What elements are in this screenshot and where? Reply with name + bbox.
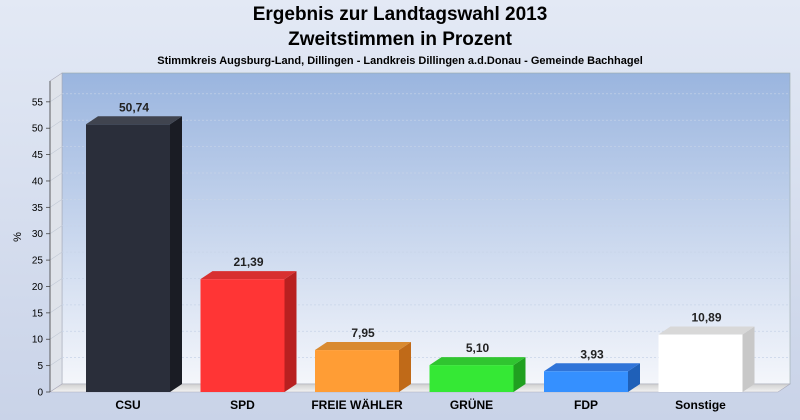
y-tick-label: 25 xyxy=(32,256,44,267)
data-label: 21,39 xyxy=(233,255,263,269)
y-tick-label: 45 xyxy=(32,150,44,161)
data-label: 5,10 xyxy=(466,341,490,355)
bar-top xyxy=(544,363,640,372)
bar-front xyxy=(658,334,743,392)
x-tick-label: GRÜNE xyxy=(450,397,493,412)
gridline-side xyxy=(49,330,63,340)
bar-side xyxy=(399,342,411,392)
chart-title: Ergebnis zur Landtagswahl 2013 xyxy=(252,4,548,25)
gridline-side xyxy=(49,93,63,103)
bar-spd xyxy=(200,271,297,392)
gridline-side xyxy=(49,146,63,155)
y-tick-label: 10 xyxy=(32,335,44,346)
bar-side xyxy=(742,326,755,392)
x-tick-label: FREIE WÄHLER xyxy=(311,397,403,412)
data-label: 10,89 xyxy=(691,311,721,325)
gridline-side xyxy=(49,172,63,182)
bar-freie-wähler xyxy=(315,342,411,392)
bar-sonstige xyxy=(658,326,755,392)
y-tick-label: 0 xyxy=(37,388,43,399)
bar-front xyxy=(315,350,399,392)
y-tick-label: 30 xyxy=(32,229,44,240)
gridline-side xyxy=(49,251,63,261)
bar-grüne xyxy=(429,357,526,392)
gridline-side xyxy=(49,304,63,314)
bar-side xyxy=(628,363,640,392)
bar-side xyxy=(284,271,297,392)
chart-subtitle: Stimmkreis Augsburg-Land, Dillingen - La… xyxy=(157,55,643,67)
y-tick-label: 15 xyxy=(32,308,44,319)
y-tick-label: 55 xyxy=(32,97,44,108)
gridline-side xyxy=(49,225,63,234)
bar-fdp xyxy=(544,363,640,392)
bar-top xyxy=(315,342,411,351)
y-tick-label: 40 xyxy=(32,176,44,187)
data-label: 7,95 xyxy=(351,326,375,340)
bar-side xyxy=(513,357,526,392)
y-tick-label: 50 xyxy=(32,124,44,135)
bar-top xyxy=(429,357,526,366)
x-tick-label: FDP xyxy=(574,398,598,412)
bar-front xyxy=(429,365,514,392)
y-axis-label: % xyxy=(12,232,24,242)
y-tick-label: 20 xyxy=(32,282,44,293)
x-tick-label: CSU xyxy=(115,398,140,412)
bar-top xyxy=(86,116,182,125)
gridline-side xyxy=(49,278,63,287)
bar-front xyxy=(200,279,285,392)
bar-top xyxy=(200,271,297,280)
bar-front xyxy=(86,124,170,392)
y-tick-label: 5 xyxy=(37,361,43,372)
chart-title-line-2: Zweitstimmen in Prozent xyxy=(288,29,512,50)
x-tick-label: Sonstige xyxy=(675,398,726,412)
gridline-side xyxy=(49,357,63,366)
data-label: 50,74 xyxy=(119,100,149,114)
bar-top xyxy=(658,326,755,335)
bar-front xyxy=(544,371,628,392)
x-tick-label: SPD xyxy=(230,398,255,412)
bar-csu xyxy=(86,116,182,392)
gridline-side xyxy=(49,199,63,208)
y-tick-label: 35 xyxy=(32,203,44,214)
gridline-side xyxy=(49,119,63,129)
bar-side xyxy=(170,116,182,392)
data-label: 3,93 xyxy=(580,347,604,361)
